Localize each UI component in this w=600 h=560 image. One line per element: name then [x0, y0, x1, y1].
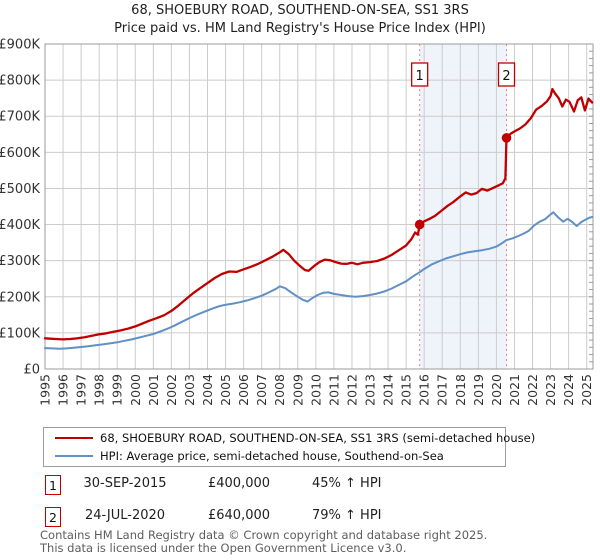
transaction-2-price: £640,000: [207, 508, 271, 523]
sale-1-flag: [411, 62, 429, 87]
svg-text:2016: 2016: [417, 374, 432, 406]
svg-text:2000: 2000: [128, 374, 143, 406]
property-price-line: [43, 87, 594, 341]
transaction-1-date: 30-SEP-2015: [83, 476, 167, 491]
plot-border: [44, 43, 594, 370]
svg-text:2024: 2024: [561, 374, 576, 406]
svg-text:2001: 2001: [146, 374, 161, 406]
legend-label-hpi: HPI: Average price, semi-detached house,…: [100, 448, 444, 463]
x-axis-labels: 1995 1996 1997 1998 1999 2000 2001 2002 2003 2004…: [38, 374, 595, 406]
svg-text:2025: 2025: [579, 374, 594, 406]
gridlines: [44, 43, 593, 370]
svg-text:£100K: £100K: [0, 326, 40, 341]
svg-text:1997: 1997: [74, 374, 89, 406]
svg-text:1999: 1999: [110, 374, 125, 406]
svg-text:2008: 2008: [272, 374, 287, 406]
transaction-2-date: 24-JUL-2020: [84, 508, 166, 523]
svg-text:1995: 1995: [38, 374, 53, 406]
sale-1-marker: [414, 219, 425, 230]
sale-2-marker: [501, 133, 512, 143]
svg-text:2012: 2012: [344, 374, 359, 406]
license-line-1: Contains HM Land Registry data © Crown c…: [40, 528, 488, 542]
svg-text:2007: 2007: [254, 374, 269, 406]
svg-text:2005: 2005: [218, 374, 233, 406]
svg-text:2013: 2013: [363, 374, 378, 406]
svg-text:2010: 2010: [308, 374, 323, 406]
svg-text:2020: 2020: [489, 374, 504, 406]
sale-2-flag-number: 2: [502, 69, 510, 84]
svg-text:£500K: £500K: [0, 182, 40, 197]
price-history-chart: 1 2£0£100K£200K£300K£400K£500K£600K£700K£…: [0, 38, 595, 406]
chart-legend: 68, SHOEBURY ROAD, SOUTHEND-ON-SEA, SS1 …: [43, 427, 535, 467]
svg-text:2022: 2022: [525, 374, 540, 406]
legend-item-property: 68, SHOEBURY ROAD, SOUTHEND-ON-SEA, SS1 …: [44, 431, 535, 445]
page-subtitle: Price paid vs. HM Land Registry's House …: [114, 21, 486, 36]
legend-label-property: 68, SHOEBURY ROAD, SOUTHEND-ON-SEA, SS1 …: [100, 431, 536, 446]
svg-text:2006: 2006: [236, 374, 251, 406]
legend-item-hpi: HPI: Average price, semi-detached house,…: [44, 449, 505, 463]
svg-text:2003: 2003: [182, 374, 197, 406]
property-line-swatch-icon: [55, 437, 93, 440]
svg-text:£400K: £400K: [0, 218, 40, 233]
svg-text:2023: 2023: [543, 374, 558, 406]
svg-text:2011: 2011: [326, 374, 341, 406]
sale-1-flag-number: 1: [416, 69, 424, 84]
hpi-line-swatch-icon: [55, 454, 93, 457]
transaction-2-badge: 2: [45, 507, 61, 527]
svg-text:£800K: £800K: [0, 74, 40, 89]
svg-text:2014: 2014: [381, 374, 396, 406]
svg-text:£900K: £900K: [0, 38, 40, 53]
transaction-row-2: 2 24-JUL-2020 £640,000 79% ↑ HPI: [0, 507, 600, 529]
svg-text:£600K: £600K: [0, 146, 40, 161]
transaction-1-price: £400,000: [207, 476, 271, 491]
license-note: Contains HM Land Registry data © Crown c…: [40, 529, 487, 555]
transaction-1-badge: 1: [45, 475, 61, 495]
svg-text:1998: 1998: [92, 374, 107, 406]
svg-text:2018: 2018: [453, 374, 468, 406]
svg-text:2019: 2019: [471, 374, 486, 406]
svg-text:£0: £0: [23, 363, 40, 378]
y-axis-labels: £0 £100K £200K £300K £400K £500K £600K £700K £80…: [0, 38, 40, 378]
transaction-row-1: 1 30-SEP-2015 £400,000 45% ↑ HPI: [0, 475, 600, 497]
sale-2-flag: [497, 62, 516, 87]
transaction-1-hpi-change: 45% ↑ HPI: [312, 476, 382, 491]
right-axis-minor-ticks: [589, 50, 593, 363]
hpi-line: [44, 211, 594, 350]
svg-text:2009: 2009: [290, 374, 305, 406]
between-sales-band: [419, 44, 507, 369]
svg-text:2002: 2002: [164, 374, 179, 406]
svg-text:1996: 1996: [56, 374, 71, 406]
svg-text:2004: 2004: [200, 374, 215, 406]
license-line-2: This data is licensed under the Open Gov…: [40, 541, 407, 555]
svg-text:£300K: £300K: [0, 254, 40, 269]
page-title: 68, SHOEBURY ROAD, SOUTHEND-ON-SEA, SS1 …: [131, 3, 469, 18]
svg-text:2021: 2021: [507, 374, 522, 406]
svg-text:2017: 2017: [435, 374, 450, 406]
svg-text:£200K: £200K: [0, 290, 40, 305]
transaction-2-hpi-change: 79% ↑ HPI: [312, 508, 382, 523]
svg-text:£700K: £700K: [0, 110, 40, 125]
svg-text:2015: 2015: [399, 374, 414, 406]
